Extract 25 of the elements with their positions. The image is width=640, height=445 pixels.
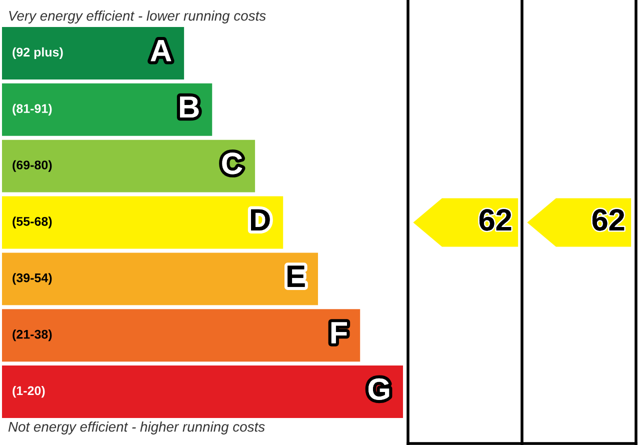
annotation: F bbox=[331, 322, 347, 344]
annotation: G bbox=[368, 378, 390, 400]
bar bbox=[2, 140, 256, 192]
y-tick-label: (81-91) bbox=[12, 104, 52, 116]
annotation: B bbox=[180, 96, 199, 118]
bar bbox=[2, 196, 284, 249]
bar bbox=[2, 26, 184, 80]
bar bbox=[2, 366, 403, 418]
y-tick-label: (55-68) bbox=[12, 216, 52, 228]
y-tick-label: (69-80) bbox=[12, 160, 52, 172]
text: 62 bbox=[592, 209, 624, 231]
bar bbox=[2, 309, 360, 362]
annotation: D bbox=[251, 209, 270, 230]
chart-title: Very energy efficient - lower running costs bbox=[9, 10, 266, 24]
annotation: Not energy efficient - higher running costs bbox=[8, 422, 265, 434]
text: 62 bbox=[479, 209, 512, 231]
y-tick-label: (1-20) bbox=[12, 386, 45, 398]
y-tick-label: (21-38) bbox=[12, 330, 52, 342]
annotation: E bbox=[288, 266, 305, 287]
annotation: A bbox=[150, 40, 172, 62]
y-tick-label: (39-54) bbox=[12, 273, 52, 285]
bar bbox=[2, 252, 318, 306]
annotation: C bbox=[222, 152, 242, 174]
y-tick-label: (92 plus) bbox=[12, 47, 63, 60]
bar bbox=[2, 83, 212, 136]
